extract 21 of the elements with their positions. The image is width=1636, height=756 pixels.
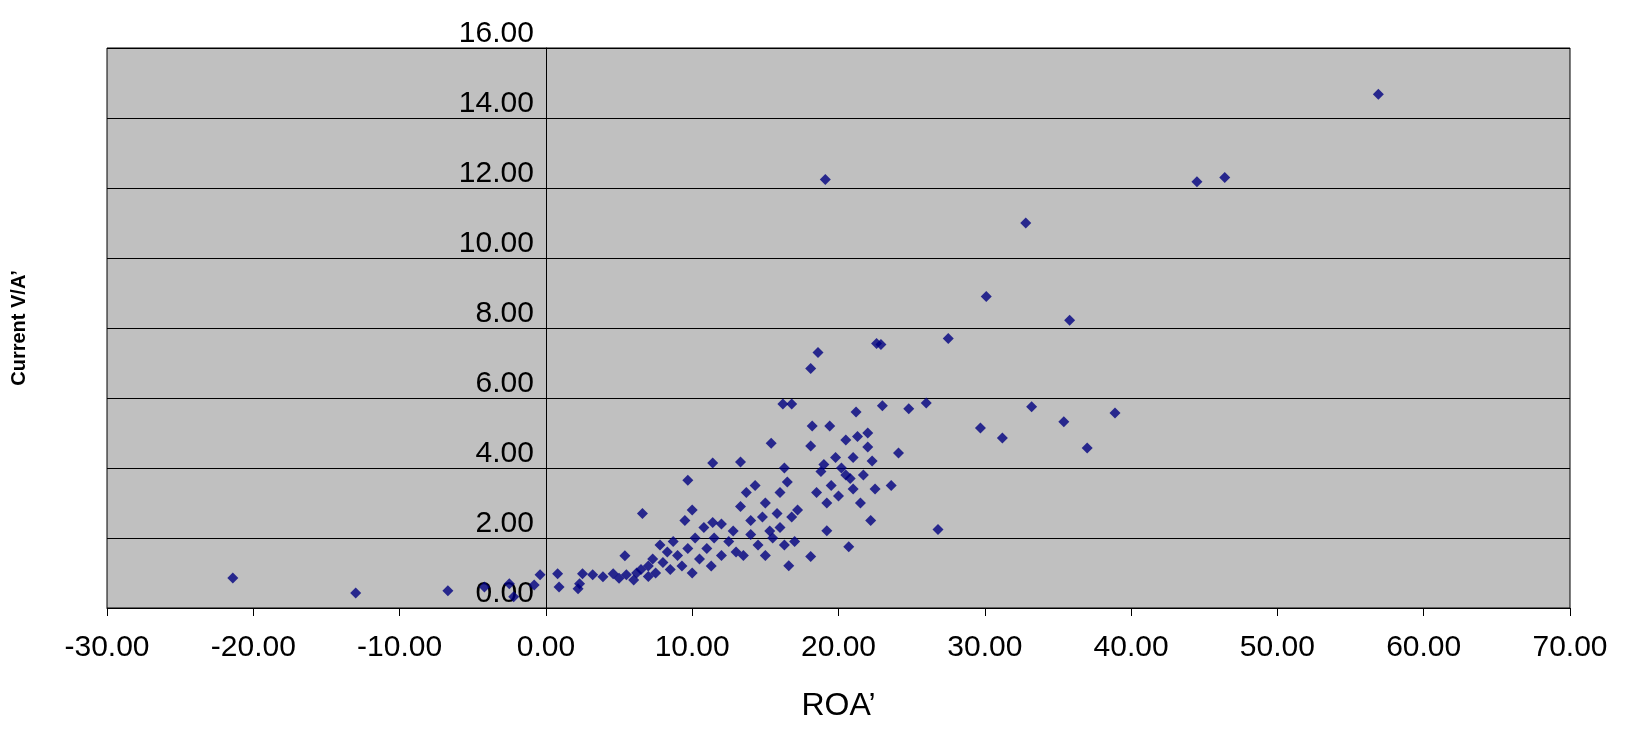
x-axis-title: ROA’ xyxy=(801,686,876,722)
x-tick-label: 0.00 xyxy=(516,628,576,662)
x-tick-label: 60.00 xyxy=(1386,628,1462,662)
x-tick-label: -30.00 xyxy=(64,628,150,662)
y-tick-label: 12.00 xyxy=(458,154,534,188)
x-tick-label: 40.00 xyxy=(1093,628,1169,662)
y-tick-label: 14.00 xyxy=(458,84,534,118)
x-tick-label: -20.00 xyxy=(210,628,296,662)
y-tick-label: 6.00 xyxy=(475,364,534,398)
y-tick-label: 10.00 xyxy=(458,224,534,258)
x-tick-label: 10.00 xyxy=(654,628,730,662)
y-axis-title: Current V/A’ xyxy=(7,270,29,386)
x-tick-label: -10.00 xyxy=(357,628,443,662)
y-tick-label: 16.00 xyxy=(458,14,534,48)
y-tick-label: 2.00 xyxy=(475,504,534,538)
y-tick-label: 8.00 xyxy=(475,294,534,328)
x-tick-label: 50.00 xyxy=(1239,628,1315,662)
x-tick-label: 30.00 xyxy=(947,628,1023,662)
x-tick-label: 20.00 xyxy=(800,628,877,662)
y-tick-label: 4.00 xyxy=(475,434,534,468)
x-tick-label: 70.00 xyxy=(1532,628,1608,662)
